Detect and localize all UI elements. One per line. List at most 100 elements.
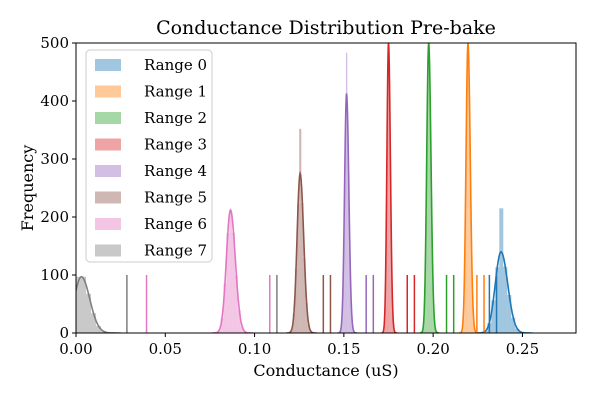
legend-swatch <box>95 85 121 98</box>
legend-label: Range 0 <box>144 56 207 74</box>
histogram-bar <box>345 52 348 333</box>
histogram-bar <box>96 325 101 333</box>
histogram-bar <box>220 317 224 333</box>
legend-box <box>85 49 213 263</box>
plot-frame <box>75 42 577 334</box>
x-tick-label: 0.20 <box>416 340 449 358</box>
density-curve <box>286 170 317 333</box>
y-axis-label: Frequency <box>18 145 37 232</box>
series-range-5 <box>286 128 332 333</box>
x-axis: 0.00 0.05 0.10 0.15 0.20 0.25 <box>59 333 539 358</box>
histogram-bar <box>511 317 516 333</box>
histogram-bar <box>389 96 391 333</box>
histogram-bar <box>343 236 345 333</box>
histogram-bar <box>432 278 434 333</box>
histogram-bar <box>507 295 512 333</box>
legend-swatch <box>95 191 121 204</box>
histogram-bar <box>428 43 430 333</box>
legend-label: Range 2 <box>144 109 207 127</box>
legend-label: Range 5 <box>144 189 207 207</box>
histogram-bar <box>499 208 504 333</box>
histogram-bar <box>307 324 310 333</box>
histogram-bar <box>386 98 389 333</box>
histogram-bar <box>240 326 244 333</box>
legend-item-range-5: Range 5 <box>95 189 207 207</box>
histogram-bar <box>223 283 227 333</box>
density-curve <box>459 43 479 333</box>
legend-item-range-2: Range 2 <box>95 109 207 127</box>
y-tick-label: 0 <box>59 324 69 342</box>
histogram-bar <box>470 197 472 333</box>
histogram-bar <box>237 309 241 333</box>
histogram-bar <box>426 98 429 333</box>
series-range-0 <box>475 208 533 333</box>
histogram-bar <box>430 197 433 333</box>
chart-title: Conductance Distribution Pre-bake <box>156 17 496 39</box>
x-tick-label: 0.25 <box>506 340 539 358</box>
histogram-bar <box>348 220 351 333</box>
histogram-bar <box>390 197 392 333</box>
legend-swatch <box>95 138 121 151</box>
y-tick-label: 400 <box>40 92 69 110</box>
legend-swatch <box>95 112 121 124</box>
histogram-bar <box>81 276 86 333</box>
legend-label: Range 1 <box>144 83 207 101</box>
series-range-6 <box>145 208 271 333</box>
histogram-bar <box>234 275 238 333</box>
histogram-bar <box>466 98 468 333</box>
histogram-bar <box>467 43 469 333</box>
histogram-bar <box>305 302 308 333</box>
y-tick-label: 300 <box>40 150 69 168</box>
histogram-bar <box>299 128 302 333</box>
y-axis: 0 100 200 300 400 500 <box>40 34 76 342</box>
histogram-bar <box>229 210 233 333</box>
y-tick-label: 200 <box>40 208 69 226</box>
histogram-bar <box>515 328 520 333</box>
legend-item-range-6: Range 6 <box>95 215 207 233</box>
x-axis-label: Conductance (uS) <box>253 361 398 380</box>
legend-swatch <box>95 218 121 230</box>
x-tick-label: 0.05 <box>149 340 182 358</box>
histogram-bar <box>91 313 96 333</box>
legend: Range 0 Range 1 Range 2 Range 3 Range 4 Range… <box>85 49 213 263</box>
series-range-2 <box>419 43 455 333</box>
density-curve <box>337 93 358 333</box>
legend-item-range-0: Range 0 <box>95 56 207 74</box>
legend-item-range-7: Range 7 <box>95 242 207 260</box>
legend-label: Range 3 <box>144 136 207 154</box>
histogram-bar <box>491 300 496 333</box>
histogram-bar <box>297 203 300 333</box>
histogram-bar <box>468 96 471 333</box>
legend-item-range-4: Range 4 <box>95 162 207 180</box>
density-curve <box>419 43 440 333</box>
plot-content <box>76 43 533 333</box>
x-tick-label: 0.10 <box>238 340 271 358</box>
legend-item-range-1: Range 1 <box>95 83 207 101</box>
legend-item-range-3: Range 3 <box>95 136 207 154</box>
histogram-bar <box>292 313 295 333</box>
y-tick-label: 500 <box>40 34 69 52</box>
histogram-bar <box>301 202 304 333</box>
histogram-bar <box>425 216 427 333</box>
histogram-bar <box>350 287 352 333</box>
x-tick-label: 0.15 <box>327 340 360 358</box>
x-tick-label: 0.00 <box>59 340 92 358</box>
density-curve <box>211 208 254 333</box>
legend-label: Range 6 <box>144 215 207 233</box>
histogram-bar <box>503 266 508 333</box>
histogram-bar <box>429 96 431 333</box>
histogram-bar <box>294 268 298 333</box>
histogram-bar <box>344 139 346 333</box>
histogram-bar <box>388 43 390 333</box>
legend-label: Range 4 <box>144 162 207 180</box>
legend-swatch <box>95 165 121 177</box>
histogram-bar <box>303 258 306 333</box>
series-range-1 <box>459 43 485 333</box>
legend-label: Range 7 <box>144 242 207 260</box>
histogram-bar <box>347 137 349 333</box>
histogram-bar <box>86 293 91 333</box>
histogram-bar <box>226 233 230 333</box>
histogram-bar <box>76 276 81 333</box>
histogram-bar <box>471 278 473 333</box>
